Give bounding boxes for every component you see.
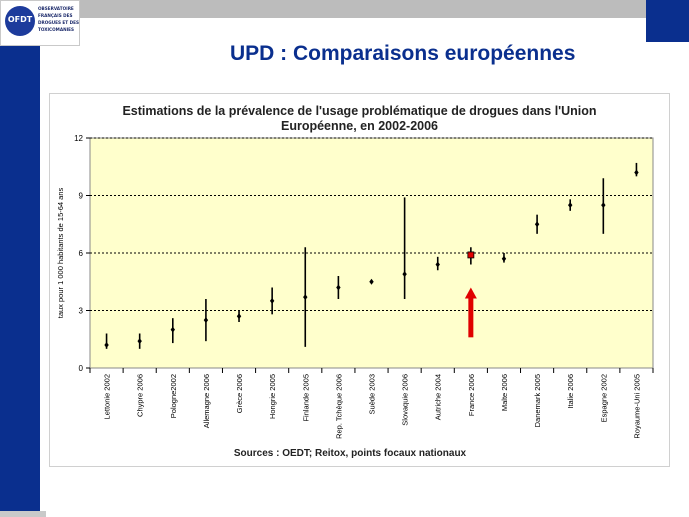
x-tick-label: Grèce 2006	[235, 374, 244, 413]
data-point	[170, 326, 175, 333]
logo-text-line: TOXICOMANIES	[38, 27, 75, 32]
data-point	[601, 202, 606, 209]
x-tick-label: Royaume-Uni 2005	[632, 374, 641, 439]
data-point	[402, 271, 407, 278]
x-tick-label: Lettonie 2002	[103, 374, 112, 419]
chart-source: Sources : OEDT; Reitox, points focaux na…	[233, 448, 467, 459]
logo-text-line: OBSERVATOIRE	[38, 6, 74, 11]
data-point	[435, 261, 440, 268]
x-tick-label: Italie 2006	[566, 374, 575, 409]
logo-text-line: FRANÇAIS DES	[38, 13, 73, 18]
x-tick-label: Hongrie 2005	[268, 374, 277, 419]
chart-title-line: Européenne, en 2002-2006	[280, 119, 439, 133]
logo-text-line: DROGUES ET DES	[38, 20, 79, 25]
y-tick-label: 0	[79, 364, 84, 373]
data-point	[137, 338, 142, 345]
top-right-block	[646, 0, 689, 42]
ofdt-logo: OFDT OBSERVATOIRE FRANÇAIS DES DROGUES E…	[0, 0, 80, 46]
x-tick-label: Suède 2003	[368, 374, 377, 414]
y-tick-label: 6	[79, 249, 84, 258]
data-point	[203, 317, 209, 324]
data-point	[269, 297, 275, 304]
bottom-tab	[0, 511, 46, 517]
x-tick-label: Pologne2002	[169, 374, 178, 418]
x-tick-label: Danemark 2005	[533, 374, 542, 427]
data-point	[236, 313, 242, 320]
y-tick-label: 9	[79, 192, 84, 201]
data-point	[303, 294, 308, 301]
chart-title: Estimations de la prévalence de l'usage …	[49, 104, 670, 134]
data-point	[369, 278, 374, 285]
data-point	[104, 342, 109, 348]
y-tick-label: 3	[79, 307, 84, 316]
y-axis-label: taux pour 1 000 habitants de 15-64 ans	[56, 187, 65, 318]
y-tick-label: 12	[74, 134, 83, 143]
x-tick-label: Malte 2006	[500, 374, 509, 411]
top-gray-band	[80, 0, 660, 18]
x-tick-label: Autriche 2004	[434, 374, 443, 420]
x-tick-label: France 2006	[467, 374, 476, 416]
chart-title-line: Estimations de la prévalence de l'usage …	[122, 104, 597, 118]
ofdt-logo-text: OBSERVATOIRE FRANÇAIS DES DROGUES ET DES…	[38, 5, 80, 33]
data-point	[568, 202, 573, 209]
x-tick-label: Finlande 2005	[301, 374, 310, 422]
data-point	[336, 284, 341, 291]
x-tick-label: Slovaquie 2006	[401, 374, 410, 426]
data-point	[501, 255, 507, 262]
x-tick-label: Rep. Tchèque 2006	[334, 374, 343, 439]
x-tick-label: Chypre 2006	[136, 374, 145, 417]
ofdt-logo-mark-text: OFDT	[7, 15, 33, 24]
left-accent-bar	[0, 0, 40, 517]
ofdt-logo-mark: OFDT	[5, 6, 35, 36]
highlight-arrow-head	[464, 287, 477, 299]
data-point	[467, 251, 475, 259]
page-title: UPD : Comparaisons européennes	[230, 42, 576, 65]
x-tick-label: Espagne 2002	[599, 374, 608, 422]
data-point	[534, 221, 540, 228]
data-point	[634, 169, 639, 176]
x-tick-label: Allemagne 2006	[202, 374, 211, 428]
